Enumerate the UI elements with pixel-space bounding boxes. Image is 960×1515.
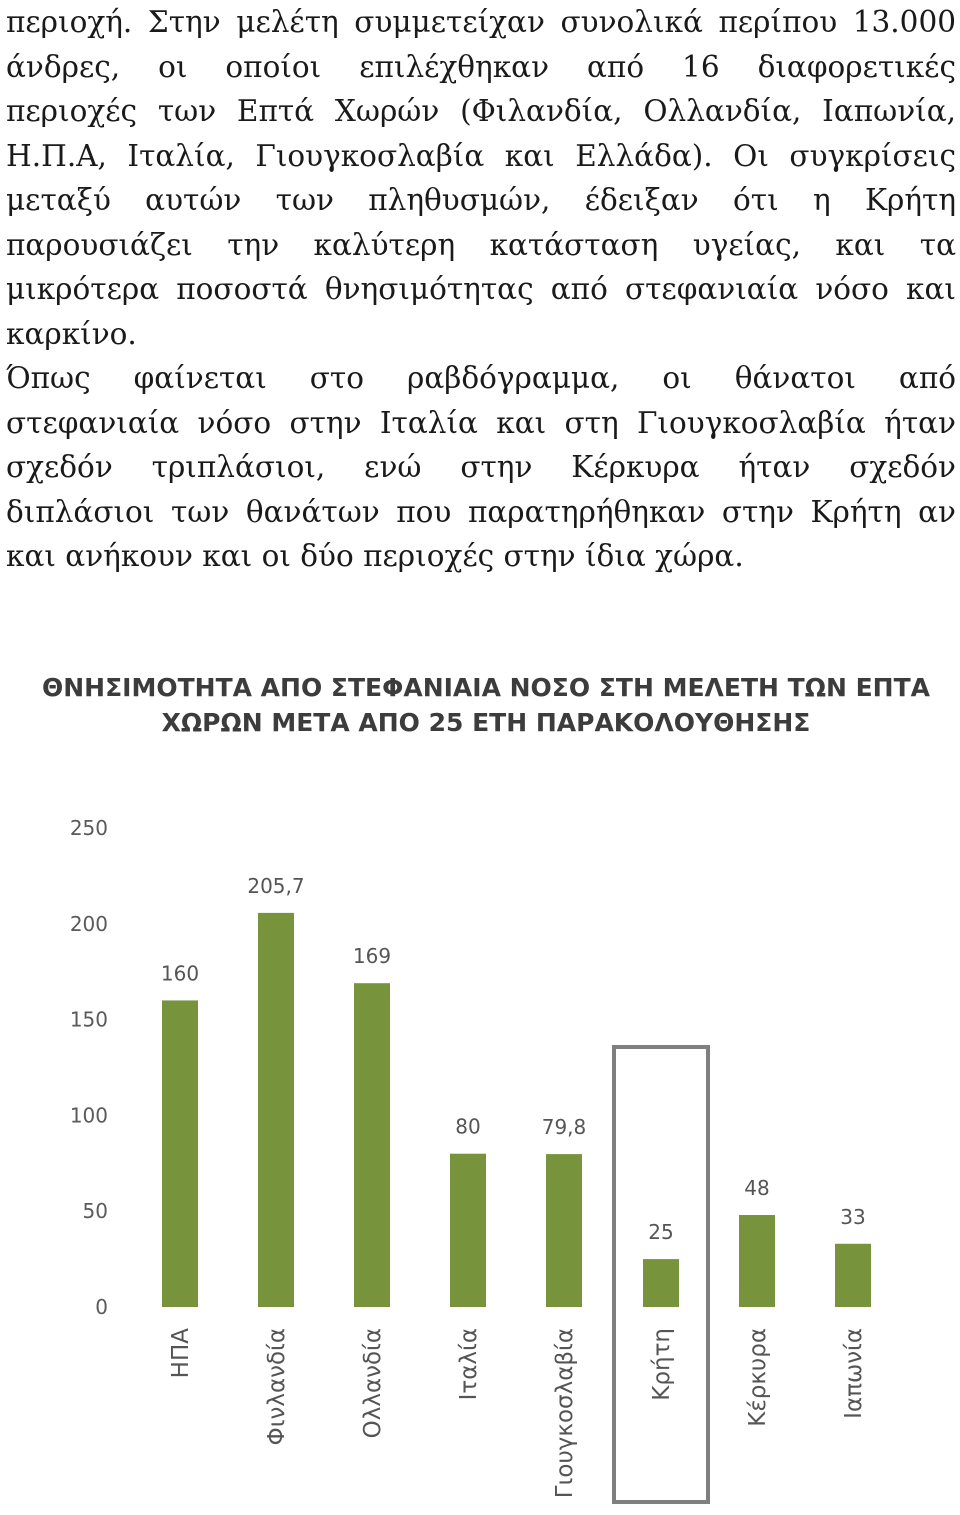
data-label: 80 (455, 1115, 480, 1139)
article-text: περιοχή. Στην μελέτη συμμετείχαν συνολικ… (6, 0, 956, 579)
text-line: περιοχή. Στην μελέτη συμμετείχαν συνολικ… (6, 5, 956, 39)
data-label: 48 (744, 1176, 769, 1200)
y-tick-label: 100 (70, 1103, 108, 1127)
category-label: Κέρκυρα (745, 1328, 771, 1427)
data-label: 25 (648, 1220, 673, 1244)
data-label: 33 (840, 1205, 865, 1229)
paragraph-2: Όπως φαίνεται στο ραβδόγραμμα, οι θάνατο… (6, 356, 956, 579)
bar-Κέρκυρα (739, 1215, 775, 1307)
paragraph-1: περιοχή. Στην μελέτη συμμετείχαν συνολικ… (6, 0, 956, 356)
text-line: άνδρες, οι οποίοι επιλέχθηκαν από 16 δια… (6, 49, 956, 84)
category-label: Ιαπωνία (841, 1328, 867, 1419)
bar-ΗΠΑ (162, 1000, 198, 1307)
bar-Ιταλία (450, 1153, 486, 1307)
text-line: μικρότερα ποσοστά θνησιμότητας από στεφα… (6, 272, 956, 306)
y-tick-label: 0 (95, 1295, 108, 1319)
bar-Γιουγκοσλαβία (546, 1154, 582, 1307)
bar-Ιαπωνία (835, 1243, 871, 1307)
category-label: Γιουγκοσλαβία (552, 1328, 578, 1498)
category-label: Φινλανδία (264, 1328, 290, 1445)
category-label: Ιταλία (456, 1328, 482, 1400)
data-label: 79,8 (542, 1115, 587, 1139)
y-tick-label: 250 (70, 816, 108, 840)
data-label: 205,7 (247, 874, 304, 898)
data-label: 160 (161, 961, 199, 985)
text-line: σχεδόν τριπλάσιοι, ενώ στην Κέρκυρα ήταν… (6, 450, 956, 484)
y-tick-label: 150 (70, 1008, 108, 1032)
text-line: και ανήκουν και οι δύο περιοχές στην ίδι… (6, 539, 744, 573)
text-line: μεταξύ αυτών των πληθυσμών, έδειξαν ότι … (6, 183, 956, 217)
bar-Φινλανδία (258, 912, 294, 1307)
y-tick-label: 50 (83, 1199, 108, 1223)
text-line: διπλάσιοι των θανάτων που παρατηρήθηκαν … (6, 494, 956, 529)
bar-Ολλανδία (354, 983, 390, 1307)
y-tick-label: 200 (70, 912, 108, 936)
text-line: στεφανιαία νόσο στην Ιταλία και στη Γιου… (6, 405, 956, 440)
text-line: περιοχές των Επτά Χωρών (Φιλανδία, Ολλαν… (6, 94, 956, 128)
category-label: Κρήτη (649, 1328, 675, 1401)
text-line: Η.Π.Α, Ιταλία, Γιουγκοσλαβία και Ελλάδα)… (6, 138, 956, 173)
data-label: 169 (353, 944, 391, 968)
text-line: καρκίνο. (6, 316, 137, 351)
chart-title-line-1: ΘΝΗΣΙΜΟΤΗΤΑ ΑΠΟ ΣΤΕΦΑΝΙΑΙΑ ΝΟΣΟ ΣΤΗ ΜΕΛΕ… (42, 673, 931, 702)
text-line: παρουσιάζει την καλύτερη κατάσταση υγεία… (6, 227, 956, 262)
category-label: Ολλανδία (360, 1328, 386, 1438)
text-line: Όπως φαίνεται στο ραβδόγραμμα, οι θάνατο… (6, 361, 956, 395)
highlight-box (612, 1045, 710, 1504)
bar-Κρήτη (643, 1259, 679, 1307)
chart-title-line-2: ΧΩΡΩΝ ΜΕΤΑ ΑΠΟ 25 ΕΤΗ ΠΑΡΑΚΟΛΟΥΘΗΣΗΣ (162, 708, 811, 737)
category-label: ΗΠΑ (168, 1328, 194, 1379)
